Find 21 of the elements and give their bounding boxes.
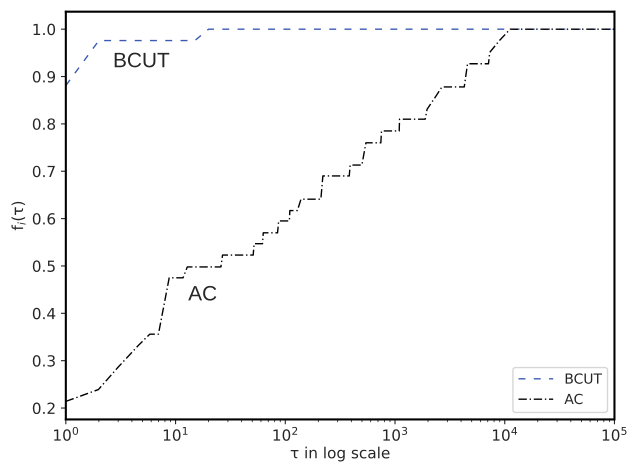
- y-tick-label: 0.6: [32, 213, 56, 225]
- annotation: AC: [188, 286, 216, 301]
- y-tick-label: 0.4: [32, 308, 56, 320]
- y-tick-label: 0.8: [32, 118, 56, 130]
- y-tick-label: 0.7: [32, 166, 55, 178]
- x-tick-label: 10$^{2}$: [274, 426, 298, 441]
- x-tick-label: 10$^{0}$: [54, 426, 78, 441]
- annotation: BCUT: [114, 52, 170, 68]
- y-tick-label: 0.2: [32, 402, 55, 414]
- x-tick-label: 10$^{1}$: [164, 426, 188, 441]
- legend-label: BCUT: [566, 373, 602, 384]
- x-tick-label: 10$^{4}$: [492, 426, 518, 441]
- y-tick-label: 0.9: [32, 70, 56, 83]
- x-tick-label: 10$^{3}$: [383, 426, 408, 441]
- y-tick-label: 0.3: [32, 355, 55, 367]
- x-tick-label: 10$^{5}$: [602, 426, 626, 441]
- y-axis-title: f$_{i}$(τ): [11, 202, 26, 230]
- x-axis-title: τ in log scale: [290, 446, 390, 462]
- y-tick-label: 0.5: [32, 260, 55, 272]
- y-tick-label: 1.0: [33, 24, 56, 36]
- legend-label: AC: [564, 394, 583, 404]
